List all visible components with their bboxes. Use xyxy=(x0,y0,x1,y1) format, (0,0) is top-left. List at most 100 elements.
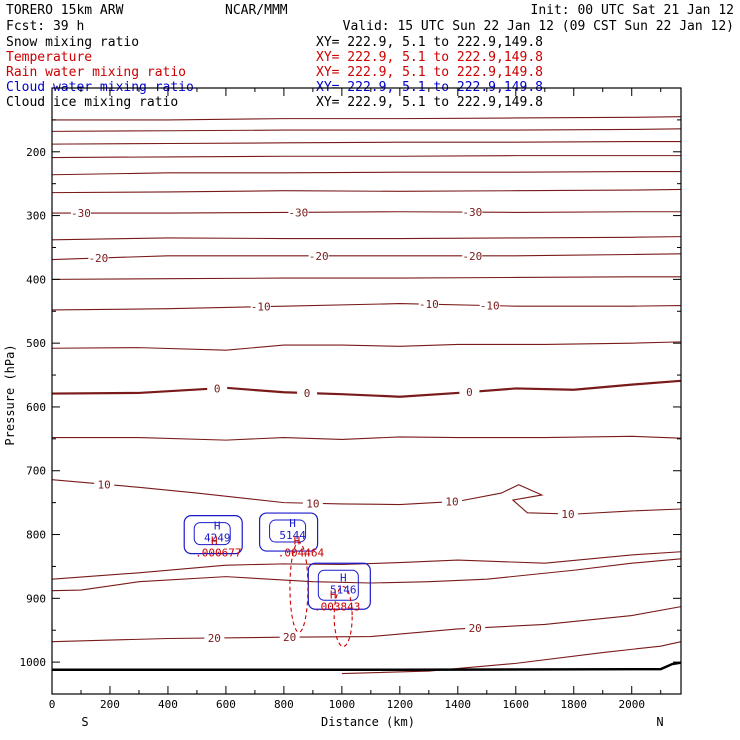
isotherm-label: 10 xyxy=(306,497,319,510)
field-xy: XY= 222.9, 5.1 to 222.9,149.8 xyxy=(316,95,543,110)
isotherm-label-bg xyxy=(479,299,500,312)
center-label: NCAR/MMM xyxy=(225,3,288,18)
x-tick-label: 200 xyxy=(100,698,120,711)
y-tick-label: 1000 xyxy=(20,656,47,669)
y-axis-label: Pressure (hPa) xyxy=(3,344,17,445)
isotherm-label-bg xyxy=(279,631,300,644)
isotherm-label: 20 xyxy=(469,622,482,635)
isotherm-label-bg xyxy=(94,478,115,491)
isotherm-line xyxy=(51,303,682,311)
x-tick-label: 1400 xyxy=(445,698,472,711)
maximum-marker: H xyxy=(294,534,301,547)
isotherm-label: -10 xyxy=(480,300,500,313)
init-time: Init: 00 UTC Sat 21 Jan 12 xyxy=(531,3,735,18)
field-xy: XY= 222.9, 5.1 to 222.9,149.8 xyxy=(316,50,543,65)
isotherm-label: 10 xyxy=(561,508,574,521)
maximum-value: .003843 xyxy=(314,601,360,614)
field-name: Cloud ice mixing ratio xyxy=(6,95,178,110)
cloud-water-contour xyxy=(193,522,231,546)
rain-water-contour xyxy=(333,585,353,648)
maximum-value: 4249 xyxy=(204,532,231,545)
x-tick-label: 0 xyxy=(49,698,56,711)
y-tick-label: 400 xyxy=(26,273,46,286)
isotherm-line xyxy=(52,435,682,441)
cloud-features xyxy=(183,512,371,648)
maximum-value: .000677 xyxy=(195,546,241,559)
y-tick-label: 700 xyxy=(26,465,46,478)
isotherm-label: 10 xyxy=(445,496,458,509)
isotherm-line xyxy=(51,253,682,261)
isotherm-label-bg xyxy=(207,382,228,395)
field-name: Temperature xyxy=(6,50,92,65)
isotherm-label-bg xyxy=(459,386,480,399)
isotherm-label: -10 xyxy=(251,301,271,314)
y-tick-label: 200 xyxy=(26,146,46,159)
isotherm-line xyxy=(51,236,682,241)
isotherm-line xyxy=(51,551,682,580)
cloud-water-contour xyxy=(183,515,243,555)
isotherm-line xyxy=(51,341,682,351)
maximum-marker: H xyxy=(214,520,221,533)
cloud-water-contour xyxy=(317,569,359,601)
isotherm-label-bg xyxy=(250,300,271,313)
temperature-contours: -30 -30 -30 -20 -20 -20 -10 -10 -10 0 0 0 10 10 10 10 20… xyxy=(51,116,682,675)
isotherm-label-bg xyxy=(557,507,578,520)
maximum-value: 5144 xyxy=(279,529,306,542)
x-tick-label: 400 xyxy=(158,698,178,711)
isotherm-line xyxy=(52,211,681,214)
isotherm-label-bg xyxy=(418,298,439,311)
x-tick-label: 600 xyxy=(216,698,236,711)
isotherm-label: 10 xyxy=(98,478,111,491)
isotherm-label: 20 xyxy=(283,631,296,644)
isotherm-label: 0 xyxy=(304,387,311,400)
maximum-value: .004464 xyxy=(278,546,325,559)
cloud-water-contour xyxy=(269,519,307,543)
field-xy: XY= 222.9, 5.1 to 222.9,149.8 xyxy=(316,35,543,50)
isotherm-label-bg xyxy=(462,249,483,262)
isotherm-label: -20 xyxy=(88,252,108,265)
isotherm-label-bg xyxy=(442,495,463,508)
isotherm-label: 0 xyxy=(466,386,473,399)
forecast-hour: Fcst: 39 h xyxy=(6,19,84,34)
isotherm-label: -10 xyxy=(419,298,439,311)
isotherm-line xyxy=(51,188,682,194)
isotherm-label: -20 xyxy=(462,250,482,263)
field-xy: XY= 222.9, 5.1 to 222.9,149.8 xyxy=(316,65,543,80)
field-name: Rain water mixing ratio xyxy=(6,65,186,80)
rain-water-contour xyxy=(289,541,309,633)
isotherm-label-bg xyxy=(88,252,109,265)
north-end-label: N xyxy=(656,715,663,729)
x-tick-label: 1800 xyxy=(561,698,588,711)
maximum-marker: H xyxy=(289,517,296,530)
isotherm-label: -30 xyxy=(462,206,482,219)
x-tick-label: 1200 xyxy=(387,698,414,711)
maximum-marker: H xyxy=(330,589,337,602)
cloud-water-contour xyxy=(307,562,371,610)
isotherm-line xyxy=(51,379,682,398)
isotherm-line xyxy=(51,171,681,176)
isotherm-label: -20 xyxy=(309,250,329,263)
maximum-marker: H xyxy=(340,571,347,584)
isotherm-line xyxy=(51,606,682,643)
isotherm-line xyxy=(51,276,681,280)
valid-time: Valid: 15 UTC Sun 22 Jan 12 (09 CST Sun … xyxy=(343,19,734,34)
x-tick-label: 1000 xyxy=(329,698,356,711)
plot-frame xyxy=(51,87,682,695)
isotherm-label-bg xyxy=(302,497,323,510)
isotherm-label: 0 xyxy=(214,382,221,395)
isotherm-label-bg xyxy=(70,207,91,220)
isotherm-label: 20 xyxy=(208,632,221,645)
cloud-water-contour xyxy=(258,512,319,552)
isotherm-label-bg xyxy=(462,206,483,219)
south-end-label: S xyxy=(81,715,88,729)
isotherm-label-bg xyxy=(465,622,486,635)
maximum-marker: H xyxy=(211,534,218,547)
isotherm-label: -30 xyxy=(288,206,308,219)
field-name: Snow mixing ratio xyxy=(6,35,139,50)
isotherm-label-bg xyxy=(297,387,318,400)
isotherm-line xyxy=(51,155,681,159)
x-axis-label: Distance (km) xyxy=(321,715,415,729)
isotherm-line xyxy=(51,479,682,515)
